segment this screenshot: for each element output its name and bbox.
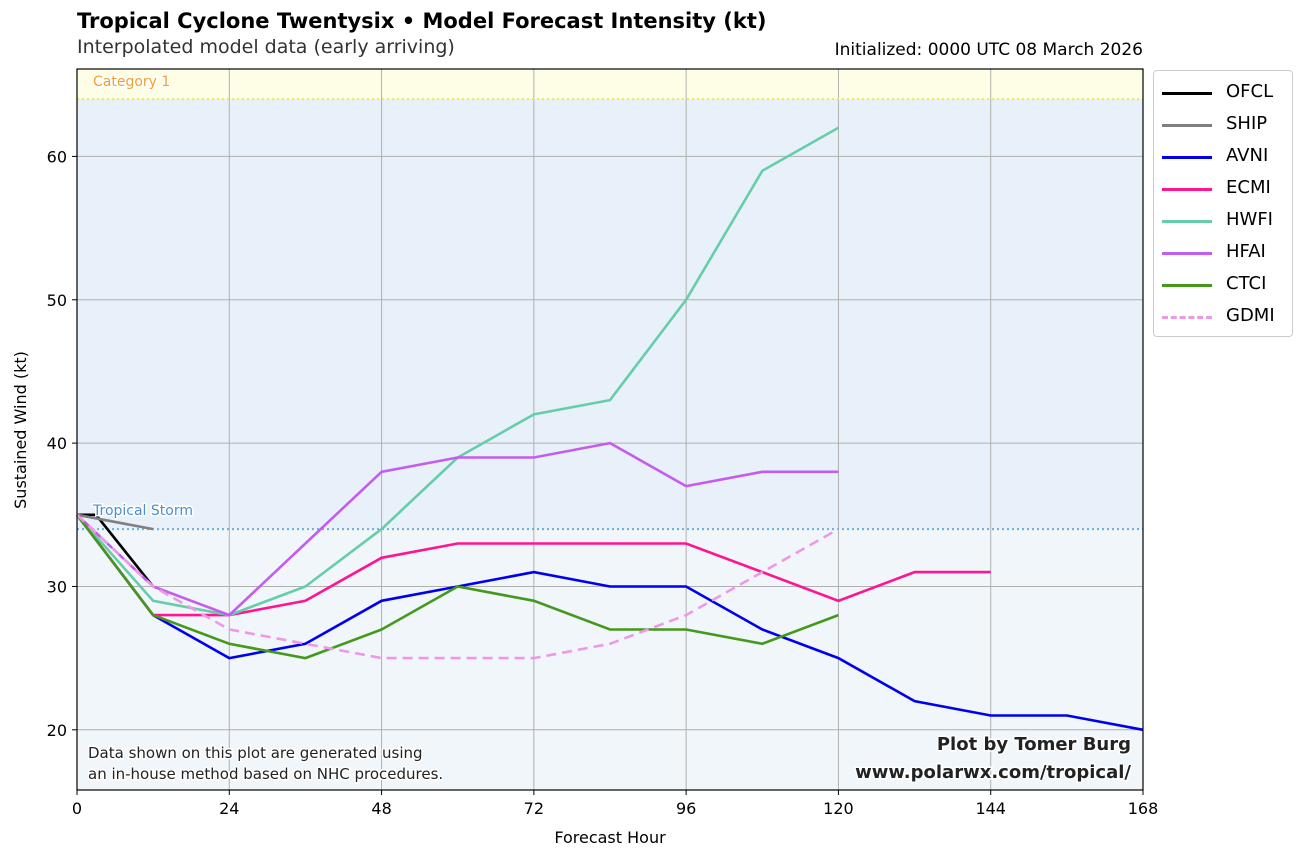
- legend-swatch: [1162, 284, 1212, 287]
- plot-frame: [76, 68, 1144, 791]
- x-tick-label: 0: [72, 799, 82, 818]
- legend-label: AVNI: [1226, 145, 1269, 166]
- y-tick-label: 60: [47, 147, 67, 166]
- series-line-hfai: [76, 441, 839, 617]
- legend-label: SHIP: [1226, 113, 1268, 134]
- legend-swatch: [1162, 124, 1212, 127]
- category-1-band: [77, 69, 1143, 100]
- legend-label: OFCL: [1226, 81, 1274, 102]
- y-tick-label: 20: [47, 721, 67, 740]
- chart-title: Tropical Cyclone Twentysix • Model Forec…: [77, 9, 767, 33]
- x-tick-label: 144: [975, 799, 1006, 818]
- legend-label: CTCI: [1226, 273, 1267, 294]
- x-tick-label: 120: [823, 799, 854, 818]
- category-1-label: Category 1: [93, 74, 170, 90]
- legend-swatch: [1162, 188, 1212, 191]
- credit-line-2: www.polarwx.com/tropical/: [855, 762, 1131, 783]
- legend-swatch: [1162, 316, 1212, 319]
- tropical-storm-band: [77, 99, 1143, 530]
- series-line-gdmi: [76, 513, 840, 660]
- series-line-avni: [75, 514, 1144, 732]
- x-tick-label: 96: [676, 799, 696, 818]
- legend-item-hwfi: HWFI: [1162, 205, 1288, 237]
- legend-item-avni: AVNI: [1162, 141, 1288, 173]
- x-axis-label: Forecast Hour: [554, 828, 666, 847]
- tropical-storm-label: Tropical Storm: [92, 503, 193, 519]
- legend-label: HWFI: [1226, 209, 1273, 230]
- legend-swatch: [1162, 156, 1212, 159]
- x-tick-label: 48: [371, 799, 391, 818]
- y-tick-label: 50: [47, 291, 67, 310]
- legend-item-ctci: CTCI: [1162, 269, 1288, 301]
- legend-swatch: [1162, 220, 1212, 223]
- legend-item-gdmi: GDMI: [1162, 301, 1288, 333]
- x-tick-label: 72: [524, 799, 544, 818]
- legend-swatch: [1162, 252, 1212, 255]
- legend-item-hfai: HFAI: [1162, 237, 1288, 269]
- legend-item-ecmi: ECMI: [1162, 173, 1288, 205]
- y-tick-label: 40: [47, 434, 67, 453]
- x-tick-label: 168: [1128, 799, 1159, 818]
- series-line-ship: [76, 513, 154, 531]
- legend-label: GDMI: [1226, 305, 1275, 326]
- x-tick-label: 24: [219, 799, 239, 818]
- initialized-time: Initialized: 0000 UTC 08 March 2026: [834, 40, 1143, 60]
- legend: OFCL SHIP AVNI ECMI HWFI HFAI CTCI GDMI: [1153, 70, 1293, 337]
- credit-line-1: Plot by Tomer Burg: [937, 734, 1131, 755]
- disclaimer-line-1: Data shown on this plot are generated us…: [88, 744, 423, 762]
- series-line-ctci: [75, 514, 839, 660]
- legend-label: ECMI: [1226, 177, 1271, 198]
- legend-label: HFAI: [1226, 241, 1266, 262]
- legend-item-ship: SHIP: [1162, 109, 1288, 141]
- legend-swatch: [1162, 92, 1212, 95]
- disclaimer-line-2: an in-house method based on NHC procedur…: [88, 765, 443, 783]
- legend-item-ofcl: OFCL: [1162, 77, 1288, 109]
- chart-subtitle: Interpolated model data (early arriving): [77, 36, 455, 58]
- y-axis-label: Sustained Wind (kt): [11, 351, 30, 509]
- y-tick-label: 30: [47, 577, 67, 596]
